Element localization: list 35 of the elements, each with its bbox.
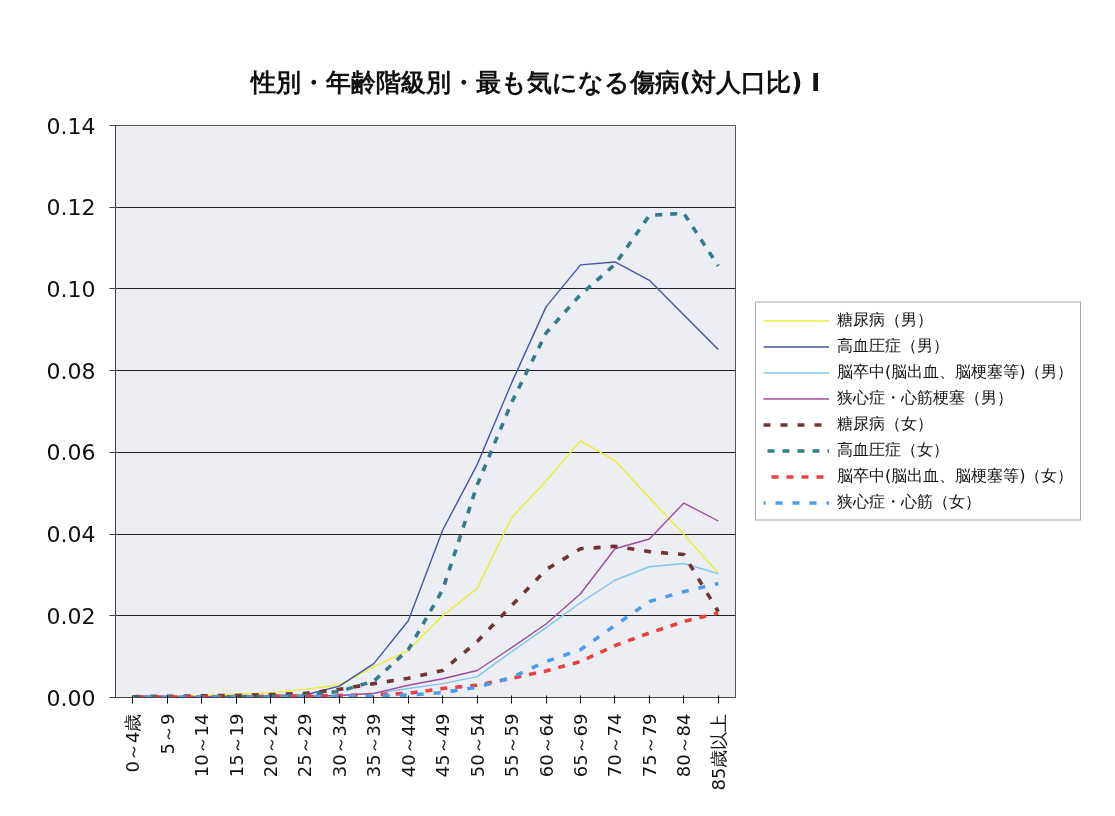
x-tick-label: 0～4歳 — [122, 713, 144, 773]
x-tick-label: 10～14 — [191, 713, 213, 778]
y-tick-label: 0.12 — [46, 195, 96, 221]
legend-label: 脳卒中(脳出血、脳梗塞等)（女） — [837, 465, 1074, 487]
y-tick-label: 0.10 — [46, 276, 96, 302]
legend-label: 狭心症・心筋梗塞（男） — [837, 387, 1013, 409]
y-tick-label: 0.08 — [46, 358, 96, 384]
x-tick-label: 55～59 — [501, 713, 523, 778]
x-tick-label: 5～9 — [156, 713, 178, 755]
x-tick-label: 35～39 — [363, 713, 385, 778]
legend-label: 狭心症・心筋（女） — [837, 491, 981, 513]
y-tick-label: 0.14 — [46, 113, 96, 139]
x-tick-label: 65～69 — [570, 713, 591, 778]
legend-label: 糖尿病（男） — [837, 309, 933, 331]
x-tick-label: 50～54 — [466, 713, 488, 778]
legend-label: 高血圧症（男） — [837, 335, 949, 357]
x-tick-label: 85歳以上 — [707, 713, 729, 791]
y-tick-label: 0.06 — [46, 440, 96, 466]
x-tick-label: 70～74 — [604, 713, 626, 778]
x-tick-label: 80～84 — [673, 713, 695, 778]
x-tick-label: 40～44 — [397, 713, 419, 778]
y-tick-label: 0.02 — [46, 603, 96, 629]
x-tick-label: 45～49 — [432, 713, 454, 778]
x-tick-label: 25～29 — [294, 713, 316, 778]
y-tick-label: 0.00 — [46, 685, 96, 711]
chart-title: 性別・年齢階級別・最も気になる傷病(対人口比) Ⅰ — [248, 67, 821, 97]
x-tick-label: 60～64 — [535, 713, 557, 778]
y-tick-label: 0.04 — [46, 522, 96, 548]
x-tick-label: 20～24 — [260, 713, 281, 778]
legend-label: 脳卒中(脳出血、脳梗塞等)（男） — [837, 361, 1074, 383]
x-tick-label: 15～19 — [225, 713, 247, 778]
x-tick-label: 30～34 — [328, 713, 350, 778]
x-tick-label: 75～79 — [638, 713, 660, 778]
legend-label: 高血圧症（女） — [837, 439, 949, 461]
legend-label: 糖尿病（女） — [837, 413, 933, 435]
